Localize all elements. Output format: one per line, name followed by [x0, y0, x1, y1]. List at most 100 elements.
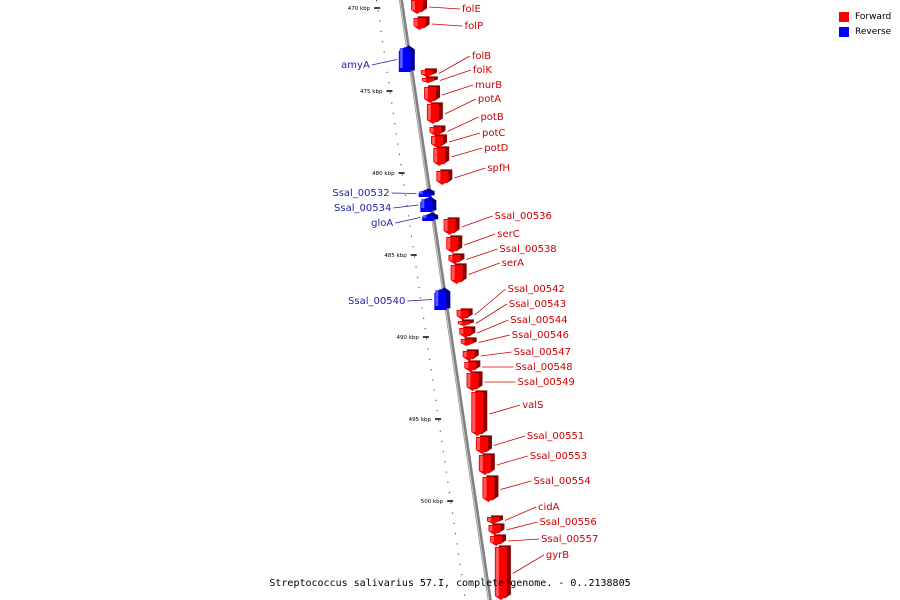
gene-label[interactable]: gloA	[371, 218, 393, 229]
gene-label[interactable]: potB	[480, 112, 503, 123]
gene-Ssal_00534[interactable]	[420, 196, 437, 212]
gene-label[interactable]: Ssal_00551	[527, 431, 584, 442]
ruler-dot	[456, 543, 458, 545]
gene-label[interactable]: Ssal_00554	[533, 476, 590, 487]
gene-Ssal_00538[interactable]	[448, 253, 465, 264]
gene-folE[interactable]	[411, 0, 428, 14]
gene-highlight	[437, 172, 441, 181]
label-leader	[461, 215, 493, 228]
gene-label[interactable]: Ssal_00548	[515, 362, 572, 373]
gene-label[interactable]: Ssal_00536	[495, 211, 552, 222]
gene-valS[interactable]	[471, 390, 488, 436]
ruler-dot	[392, 112, 394, 114]
gene-Ssal_00544[interactable]	[459, 326, 476, 338]
gene-Ssal_00556[interactable]	[488, 523, 505, 535]
gene-label[interactable]: Ssal_00534	[334, 203, 391, 214]
gene-highlight	[430, 128, 434, 133]
gene-gloA[interactable]	[422, 212, 439, 221]
gene-label[interactable]: Ssal_00557	[541, 534, 598, 545]
ruler-dot	[463, 594, 466, 596]
gene-label[interactable]: valS	[522, 400, 543, 411]
gene-highlight	[434, 149, 438, 162]
gene-label[interactable]: gyrB	[546, 550, 569, 561]
gene-highlight	[491, 537, 495, 542]
gene-highlight	[461, 340, 465, 344]
ruler-dot	[419, 297, 422, 299]
gene-folB[interactable]	[420, 68, 437, 77]
gene-gyrB[interactable]	[494, 545, 511, 600]
gene-potB[interactable]	[429, 125, 446, 136]
gene-potC[interactable]	[431, 134, 448, 148]
gene-serC[interactable]	[446, 235, 463, 253]
gene-label[interactable]: Ssal_00538	[499, 244, 556, 255]
gene-amyA[interactable]	[398, 45, 415, 72]
ruler-dot	[454, 533, 457, 535]
ruler-tick-label: 500 kbp	[421, 499, 444, 505]
gene-label[interactable]: Ssal_00556	[539, 517, 596, 528]
gene-highlight	[479, 456, 483, 471]
gene-label[interactable]: amyA	[341, 60, 370, 71]
ruler-dot	[450, 502, 452, 504]
gene-murB[interactable]	[424, 85, 441, 103]
label-leader	[480, 351, 512, 357]
gene-label[interactable]: potD	[484, 143, 508, 154]
gene-label[interactable]: folP	[465, 21, 483, 32]
gene-highlight	[460, 329, 464, 334]
gene-potD[interactable]	[433, 146, 450, 166]
gene-Ssal_00549[interactable]	[466, 371, 483, 391]
legend: Forward Reverse	[839, 9, 891, 39]
gene-cidA[interactable]	[487, 515, 504, 524]
gene-serA[interactable]	[450, 263, 467, 284]
gene-Ssal_00547[interactable]	[462, 349, 479, 361]
gene-Ssal_00540[interactable]	[434, 287, 451, 310]
gene-label[interactable]: spfH	[487, 163, 510, 174]
gene-label[interactable]: folE	[462, 4, 481, 15]
gene-label[interactable]: serA	[502, 258, 524, 269]
gene-label[interactable]: Ssal_00547	[514, 347, 571, 358]
gene-label[interactable]: Ssal_00532	[332, 188, 389, 199]
gene-highlight	[488, 518, 492, 522]
gene-Ssal_00553[interactable]	[478, 453, 495, 475]
label-leader	[474, 288, 506, 316]
gene-label[interactable]: Ssal_00540	[348, 296, 405, 307]
ruler-dot	[445, 471, 447, 473]
gene-label[interactable]: Ssal_00553	[530, 451, 587, 462]
gene-label[interactable]: Ssal_00546	[512, 330, 569, 341]
gene-Ssal_00548[interactable]	[464, 360, 481, 372]
ruler-dot	[394, 123, 396, 125]
gene-label[interactable]: folK	[473, 65, 492, 76]
gene-label[interactable]: Ssal_00544	[510, 315, 567, 326]
gene-Ssal_00536[interactable]	[443, 217, 460, 235]
gene-folK[interactable]	[421, 76, 438, 83]
gene-Ssal_00546[interactable]	[460, 337, 477, 346]
gene-Ssal_00532[interactable]	[418, 188, 435, 197]
gene-label[interactable]: cidA	[538, 502, 560, 513]
gene-folP[interactable]	[413, 16, 430, 30]
gene-Ssal_00543[interactable]	[457, 319, 474, 326]
ruler-dot	[427, 348, 429, 350]
gene-label[interactable]: potA	[478, 94, 501, 105]
ruler-tick-label: 490 kbp	[396, 335, 419, 341]
ruler-dot	[407, 215, 410, 217]
gene-Ssal_00551[interactable]	[475, 435, 492, 454]
gene-label[interactable]: potC	[482, 128, 505, 139]
ruler-dot	[439, 430, 441, 432]
gene-label[interactable]: murB	[475, 80, 502, 91]
gene-label[interactable]: folB	[472, 51, 491, 62]
gene-Ssal_00554[interactable]	[482, 475, 499, 502]
gene-Ssal_00557[interactable]	[490, 534, 507, 546]
gene-label[interactable]: Ssal_00542	[508, 284, 565, 295]
gene-spfH[interactable]	[436, 169, 453, 185]
ruler-dot	[413, 256, 416, 258]
gene-potA[interactable]	[426, 102, 443, 124]
label-leader	[438, 55, 471, 74]
label-leader	[393, 204, 419, 209]
ruler-dot	[435, 399, 437, 401]
ruler-dot	[400, 164, 402, 166]
gene-label[interactable]: serC	[497, 229, 519, 240]
label-leader	[493, 435, 526, 446]
gene-label[interactable]: Ssal_00549	[518, 377, 575, 388]
gene-Ssal_00542[interactable]	[456, 308, 473, 320]
gene-label[interactable]: Ssal_00543	[509, 299, 566, 310]
